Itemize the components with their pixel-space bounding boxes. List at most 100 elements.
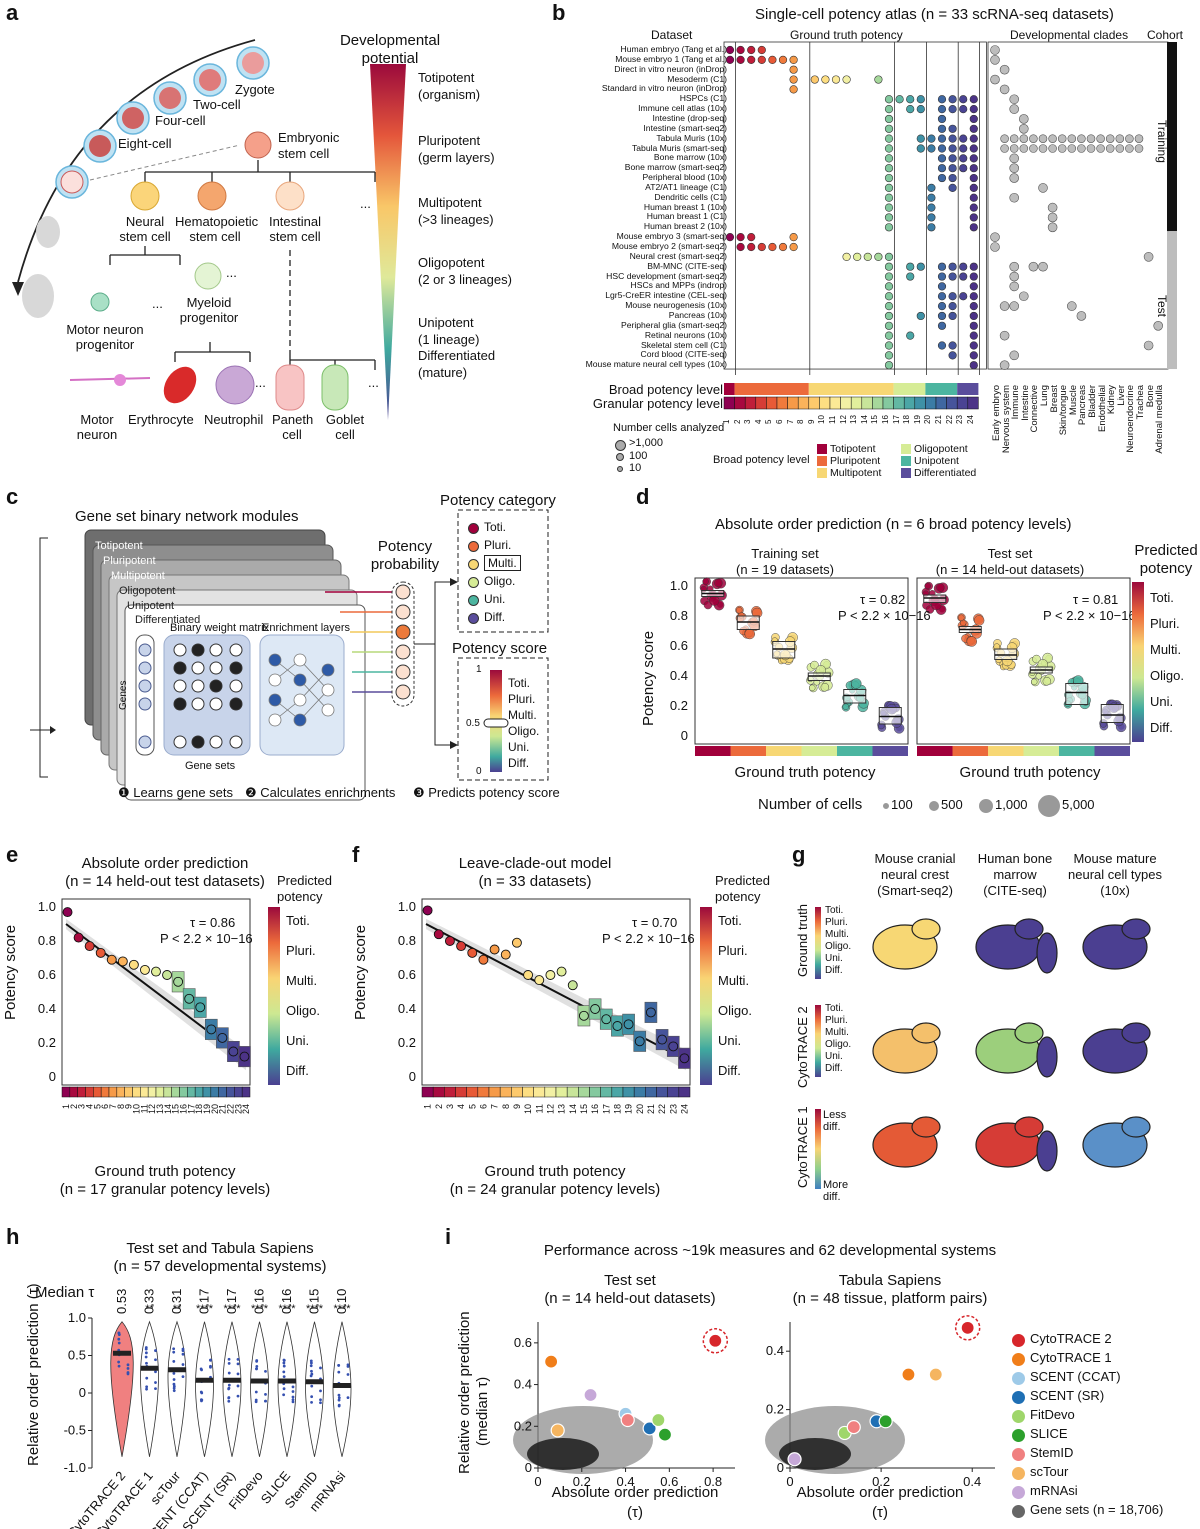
granular-level-cell [893, 396, 905, 410]
score-level-label: Pluri. [508, 692, 536, 706]
granular-strip-cell [218, 1086, 227, 1098]
violin-point [337, 1396, 341, 1400]
potency-dot [959, 134, 968, 143]
x-tick: 8 [116, 1104, 126, 1109]
x-tick: 16 [178, 1104, 188, 1114]
i-ytick: 0 [777, 1460, 784, 1475]
potency-dot [948, 104, 957, 114]
clade-dot [1009, 134, 1019, 143]
data-point [511, 937, 522, 948]
d-box [1065, 683, 1089, 705]
clade-dot [1009, 94, 1020, 105]
f-subtitle: (n = 33 datasets) [478, 873, 592, 890]
x-tick: 7 [490, 1104, 500, 1109]
potency-dot [969, 104, 978, 114]
label-motor-neuron-progenitor: Motor neuron progenitor [66, 322, 144, 352]
clade-dot [1019, 144, 1029, 153]
potency-dot [863, 252, 872, 261]
violin-point [154, 1387, 157, 1391]
violin-median [278, 1378, 296, 1384]
level-name-5: Differentiated [418, 348, 496, 363]
data-point [679, 1053, 690, 1064]
d-point [958, 614, 965, 621]
clade-dot [1038, 261, 1048, 272]
data-point [623, 1019, 634, 1030]
data-point [657, 1034, 668, 1045]
potential-title: Developmental potential [339, 32, 441, 67]
potency-dot [969, 114, 978, 124]
i-xlabel-right: Absolute order prediction [796, 1484, 964, 1501]
goblet-cell-icon [321, 364, 349, 411]
clade-dot [999, 330, 1010, 341]
ellipsis-5: ... [368, 375, 379, 390]
d-size-label: 1,000 [995, 797, 1028, 812]
gene-set-density [527, 1438, 599, 1470]
g-level-label: Pluri. [825, 1015, 848, 1026]
category-dot [468, 613, 479, 624]
violin-point [309, 1361, 313, 1365]
panel-b-title: Single-cell potency atlas (n = 33 scRNA-… [755, 6, 1114, 23]
violin-point [319, 1401, 322, 1405]
granular-level-cell [903, 396, 916, 410]
panel-f: Leave-clade-out model (n = 33 datasets) … [350, 845, 790, 1220]
d-point [810, 660, 819, 670]
category-label: Toti. [484, 520, 507, 534]
ellipsis-1: ... [360, 196, 371, 211]
h-significance: ** [173, 1303, 182, 1315]
potency-dot [927, 213, 936, 222]
potency-dot [906, 95, 915, 104]
score-level-label: Multi. [508, 708, 537, 722]
i-legend-label: Gene sets (n = 18,706) [1030, 1502, 1164, 1517]
granular-strip-cell [210, 1086, 219, 1098]
i-xlabel2-left: (τ) [627, 1504, 643, 1521]
violin-point [337, 1370, 341, 1374]
violin-point [282, 1387, 286, 1391]
potency-dot [969, 341, 978, 350]
morula-icon [83, 129, 117, 163]
d-ground-truth-strip [1059, 746, 1095, 756]
potency-dot [937, 292, 947, 301]
d-ytick: 0.4 [670, 668, 688, 683]
data-point [139, 964, 150, 975]
granular-tick: 24 [965, 415, 975, 424]
clade-dot [999, 360, 1010, 371]
granular-strip-cell [85, 1086, 94, 1098]
d-ground-truth-strip [837, 746, 873, 756]
dataset-name: Pancreas (10x) [668, 309, 727, 320]
potency-dot [725, 45, 735, 55]
potency-dot [884, 183, 894, 192]
granular-strip-cell [147, 1086, 157, 1098]
g-col-1: Human bone marrow [977, 851, 1053, 882]
clade-dot [990, 242, 1000, 252]
category-label: Multi. [484, 555, 521, 571]
hematopoietic-stem-cell-icon [197, 181, 227, 211]
clade-dot [1143, 340, 1154, 351]
dataset-name: Lgr5-CreER intestine (CEL-seq) [605, 290, 727, 301]
data-point [612, 1021, 623, 1031]
dataset-name: Human breast 1 (10x) [643, 201, 727, 212]
i-left-title: Test set [604, 1272, 656, 1289]
granular-strip-cell [171, 1086, 180, 1098]
potency-dot [884, 361, 894, 370]
i-right-sub: (n = 48 tissue, platform pairs) [792, 1290, 988, 1307]
label-four-cell: Four-cell [155, 113, 206, 128]
d-pred-level: Diff. [1150, 720, 1173, 735]
clade-dot [1096, 144, 1105, 153]
granular-level-cell [925, 396, 937, 410]
module-4: Unipotent [127, 600, 175, 612]
granular-tick: 10 [817, 415, 827, 424]
d-pred-title: Predicted potency [1134, 542, 1198, 577]
potency-dot [969, 311, 978, 321]
clade-dot [1086, 134, 1096, 143]
method-point [657, 1427, 673, 1442]
granular-tick: 16 [881, 415, 890, 424]
broad-legend-label: Multipotent [830, 467, 882, 479]
dataset-name: Mouse neurogenesis (10x) [625, 300, 727, 311]
pred-level: Diff. [286, 1063, 309, 1078]
f-pval: P < 2.2 × 10−16 [602, 931, 695, 946]
d-size-dot [929, 801, 939, 811]
level-desc-0: (organism) [418, 87, 481, 102]
potency-dot [948, 351, 957, 360]
broad-legend-swatch [901, 456, 911, 466]
clade-dot [1048, 144, 1057, 153]
